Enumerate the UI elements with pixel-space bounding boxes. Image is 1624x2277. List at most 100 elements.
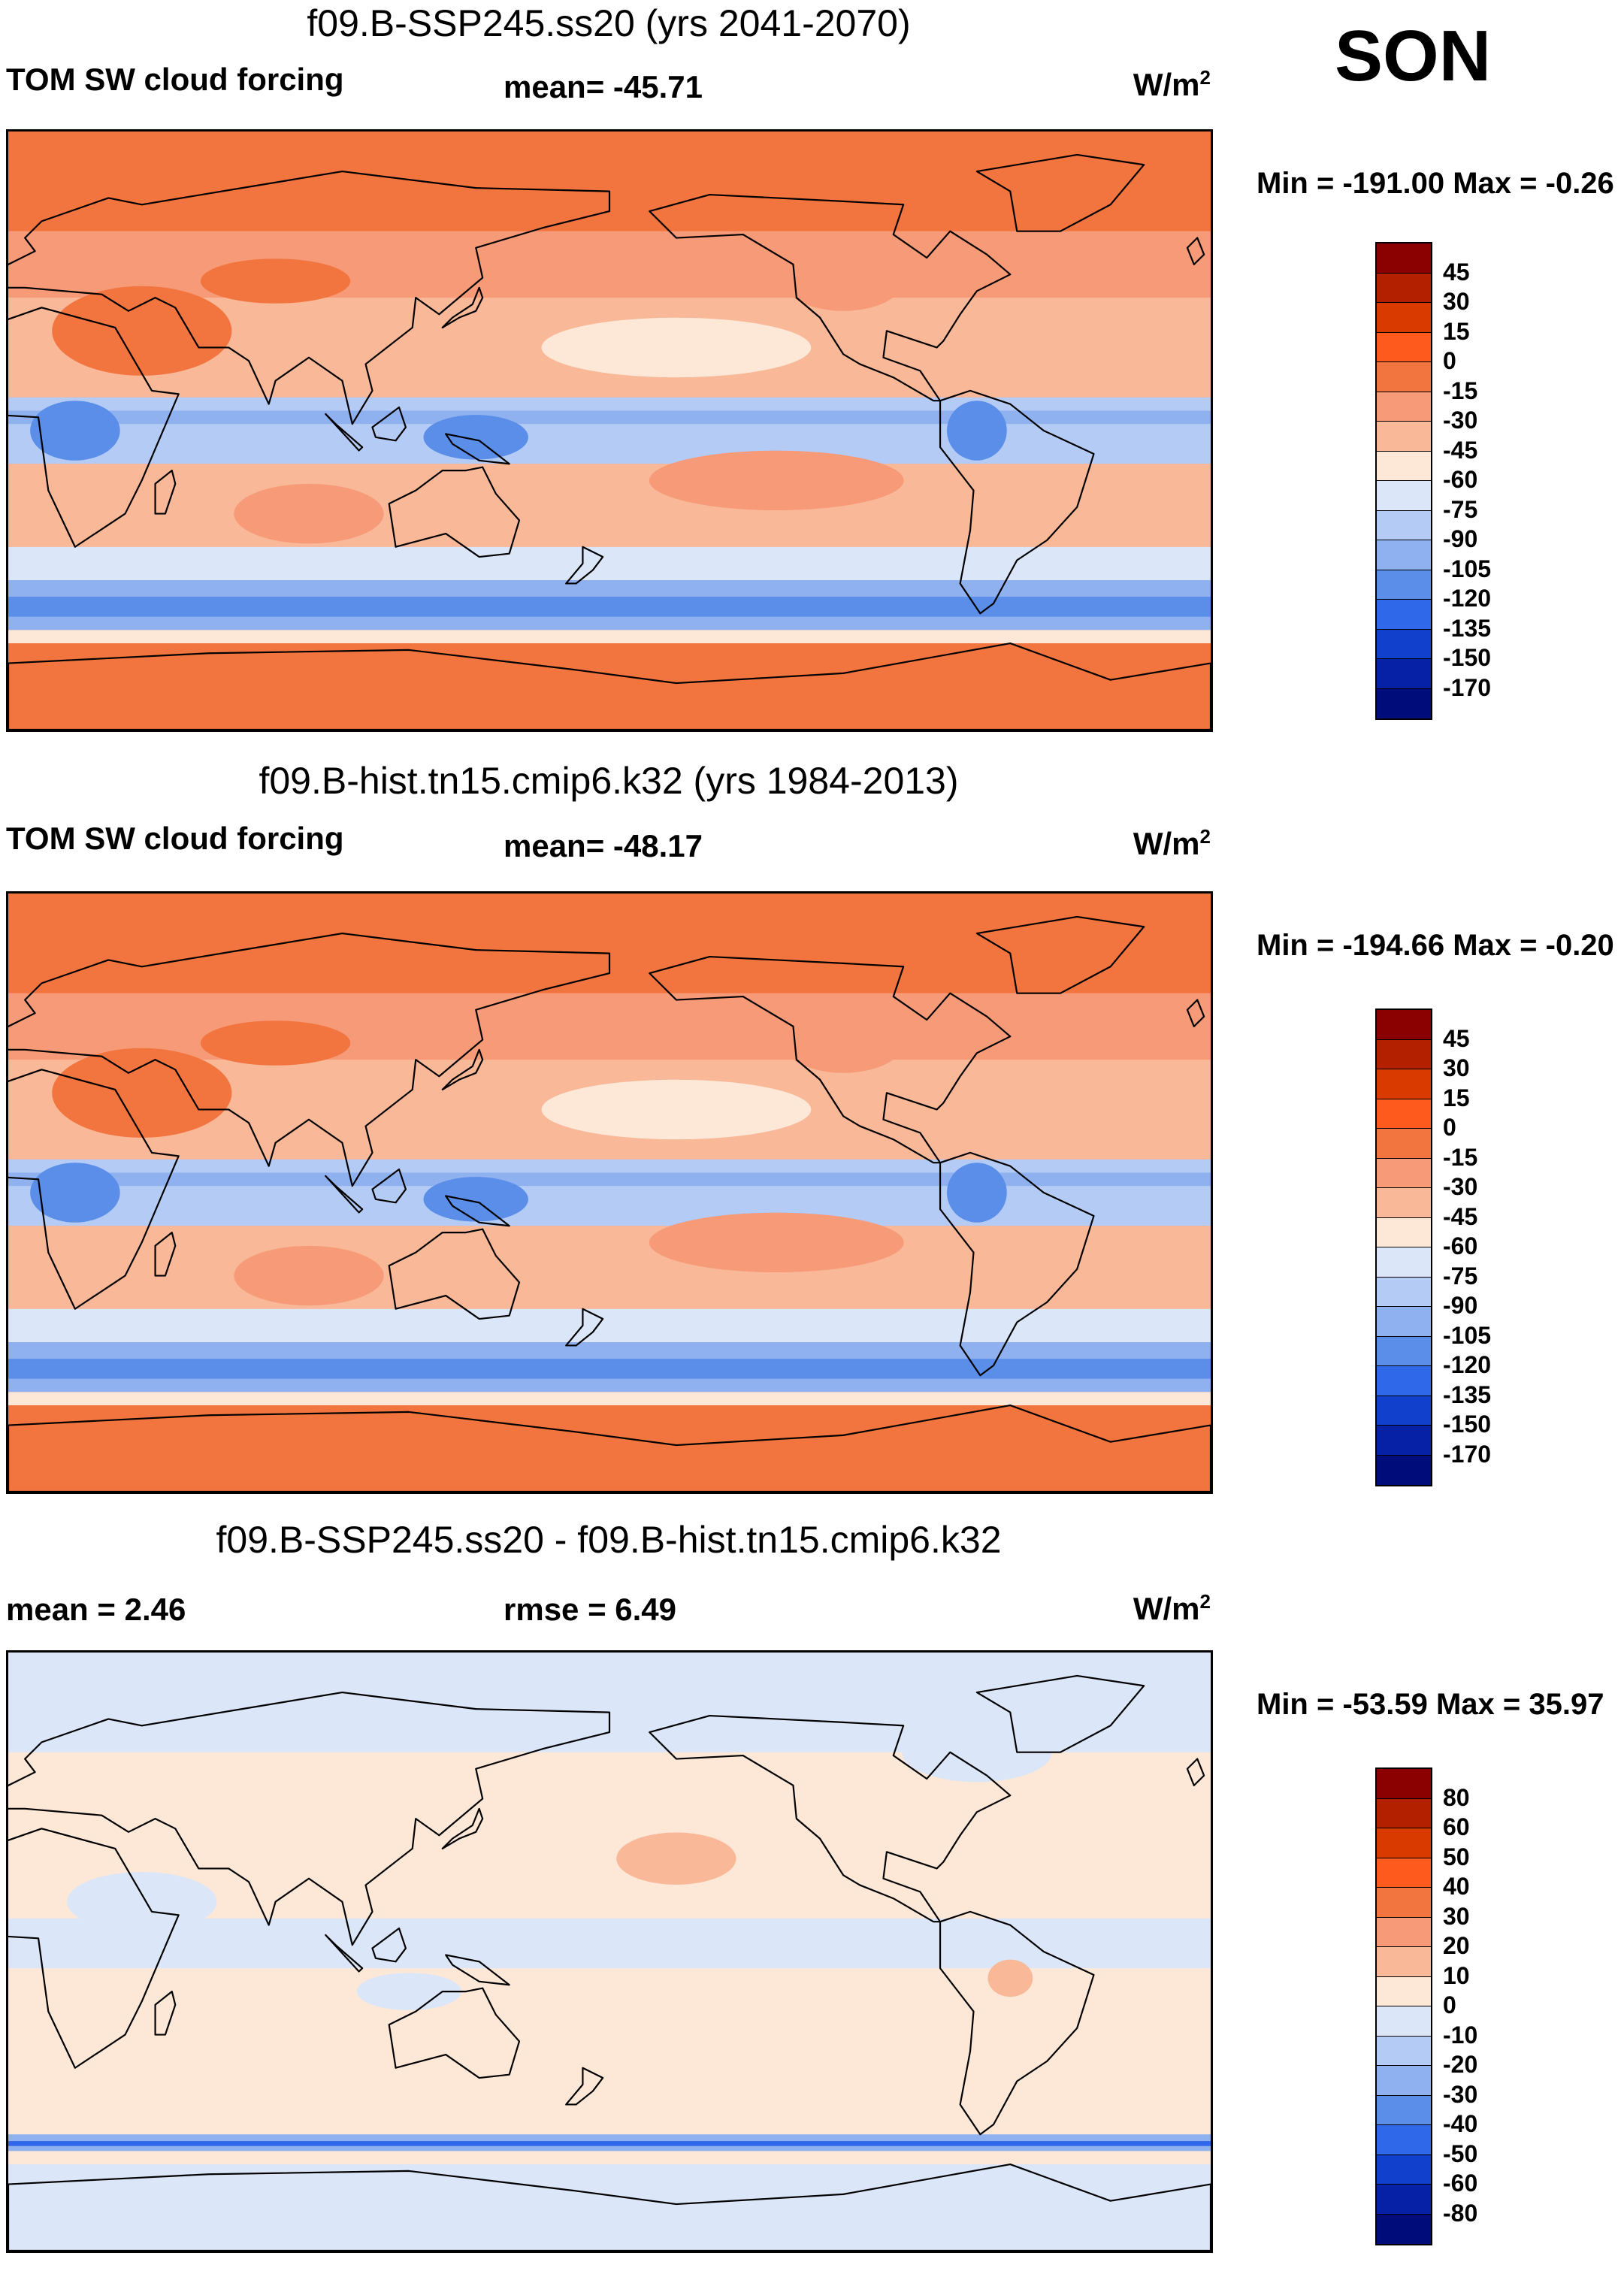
field-central-asia xyxy=(200,259,351,304)
field-pacific-south xyxy=(649,450,904,511)
colorbar-label: -40 xyxy=(1443,2110,1478,2137)
colorbar-box xyxy=(1377,243,1431,274)
colorbar-box xyxy=(1377,570,1431,600)
colorbar-label: -120 xyxy=(1443,585,1492,612)
colorbar-box xyxy=(1377,2185,1431,2215)
colorbar-box xyxy=(1377,1828,1431,1858)
colorbar-label: -15 xyxy=(1443,376,1478,404)
colorbar-label: 0 xyxy=(1443,1114,1456,1141)
colorbar-label: 15 xyxy=(1443,1084,1470,1111)
colorbar-label: -15 xyxy=(1443,1143,1478,1171)
coastline xyxy=(8,307,180,548)
colorbar-box xyxy=(1377,2214,1431,2244)
colorbar-label: -135 xyxy=(1443,614,1492,642)
colorbar xyxy=(1375,1008,1432,1486)
coastline xyxy=(8,1069,180,1310)
colorbar-box xyxy=(1377,688,1431,718)
colorbar-box xyxy=(1377,1858,1431,1888)
coastline xyxy=(1186,1758,1205,1786)
mean-label: mean= -45.71 xyxy=(504,69,703,104)
coastline xyxy=(8,1828,180,2069)
min-max-label: Min = -53.59 Max = 35.97 xyxy=(1257,1688,1604,1721)
field-pacific-north xyxy=(541,317,812,378)
coastline xyxy=(1186,999,1205,1027)
colorbar-label: -45 xyxy=(1443,1202,1478,1230)
colorbar xyxy=(1375,1767,1432,2245)
colorbar-box xyxy=(1377,2095,1431,2125)
colorbar-label: -30 xyxy=(1443,1173,1478,1200)
field-band xyxy=(8,630,1211,644)
field-band-itcz-core xyxy=(8,410,1211,425)
field-band xyxy=(8,546,1211,580)
colorbar-label: -105 xyxy=(1443,1321,1492,1349)
coastline xyxy=(388,1987,521,2079)
field-band-itcz xyxy=(8,397,1211,464)
colorbar xyxy=(1375,242,1432,720)
panel-title: f09.B-hist.tn15.cmip6.k32 (yrs 1984-2013… xyxy=(259,760,959,802)
field-band-antarctic xyxy=(8,2164,1211,2251)
colorbar-box xyxy=(1377,1917,1431,1947)
colorbar-label: 20 xyxy=(1443,1932,1470,1959)
map-plot xyxy=(6,129,1213,732)
colorbar-box xyxy=(1377,629,1431,659)
coastline xyxy=(388,1228,521,1320)
colorbar-box xyxy=(1377,2006,1431,2037)
field-africa-convection xyxy=(30,401,120,461)
colorbar-label: -50 xyxy=(1443,2139,1478,2167)
field-sahara-arabia xyxy=(52,286,232,376)
colorbar-box xyxy=(1377,273,1431,303)
coastline xyxy=(649,1714,1012,1923)
coastline xyxy=(388,466,521,558)
colorbar-box xyxy=(1377,1277,1431,1307)
field-pacific-north xyxy=(541,1079,812,1140)
colorbar-label: -170 xyxy=(1443,673,1492,701)
variable-label: TOM SW cloud forcing xyxy=(6,821,344,856)
colorbar-box xyxy=(1377,481,1431,511)
coastline xyxy=(975,153,1145,232)
colorbar-box xyxy=(1377,1798,1431,1828)
colorbar-box xyxy=(1377,659,1431,689)
colorbar-box xyxy=(1377,1455,1431,1485)
colorbar-box xyxy=(1377,1307,1431,1337)
colorbar-box xyxy=(1377,422,1431,452)
field-band xyxy=(8,1918,1211,1969)
colorbar-label: -30 xyxy=(1443,2080,1478,2108)
colorbar-label: 45 xyxy=(1443,1024,1470,1052)
coastline xyxy=(445,433,510,465)
unit-label: W/m2 xyxy=(1133,1590,1211,1626)
colorbar-box xyxy=(1377,1158,1431,1188)
colorbar-label: -105 xyxy=(1443,555,1492,582)
coastline xyxy=(8,933,611,1187)
colorbar-label: -150 xyxy=(1443,1411,1492,1438)
field-pacific-south xyxy=(649,1212,904,1273)
colorbar-label: 0 xyxy=(1443,347,1456,374)
colorbar-label: -30 xyxy=(1443,407,1478,434)
coastline xyxy=(975,915,1145,994)
colorbar-box xyxy=(1377,362,1431,392)
coastline xyxy=(154,1991,177,2036)
coastline xyxy=(325,1175,364,1214)
map-plot xyxy=(6,891,1213,1494)
colorbar-box xyxy=(1377,1396,1431,1426)
coastline xyxy=(8,1404,1211,1492)
field-band-subtropic-south xyxy=(8,1226,1211,1309)
colorbar-label: 30 xyxy=(1443,288,1470,315)
field-amazon xyxy=(987,1959,1033,1997)
colorbar-box xyxy=(1377,1099,1431,1129)
colorbar-box xyxy=(1377,1217,1431,1247)
colorbar-box xyxy=(1377,1010,1431,1040)
coastline xyxy=(325,413,364,452)
colorbar-label: 30 xyxy=(1443,1902,1470,1930)
coastline xyxy=(445,1195,510,1227)
colorbar-box xyxy=(1377,600,1431,630)
colorbar-box xyxy=(1377,2066,1431,2096)
coastline xyxy=(371,406,407,442)
colorbar-label: -75 xyxy=(1443,495,1478,523)
field-band-southern-ocean-core xyxy=(8,1359,1211,1379)
field-band xyxy=(8,993,1211,1060)
colorbar-box xyxy=(1377,1129,1431,1159)
coastline xyxy=(8,2163,1211,2251)
field-pacific-north xyxy=(616,1832,736,1885)
coastline xyxy=(1186,237,1205,265)
field-maritime-continent xyxy=(423,415,528,460)
